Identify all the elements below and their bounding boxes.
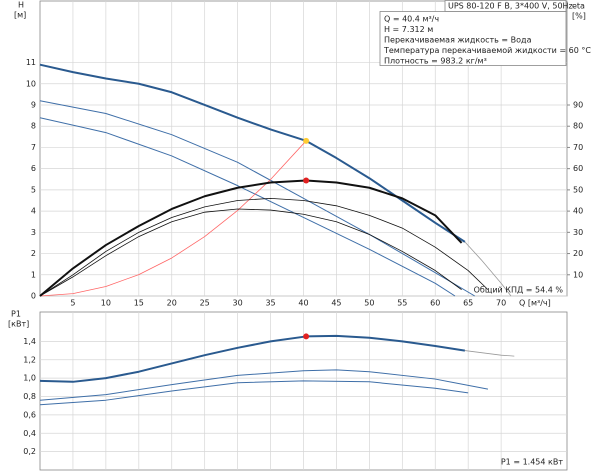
y-tick-label: 9 [31, 100, 36, 109]
annotation: Общий КПД = 54.4 % [474, 286, 564, 295]
info-line: Перекачиваемая жидкость = Вода [384, 36, 532, 45]
info-line: Q = 40.4 м³/ч [384, 15, 439, 24]
y2-tick-label: 70 [573, 143, 583, 152]
x-tick-label: 20 [167, 299, 177, 308]
x-tick-label: 70 [496, 299, 506, 308]
y2-tick-label: 40 [573, 207, 583, 216]
y-unit: [м] [14, 11, 26, 20]
y-unit: [кВт] [8, 320, 29, 329]
x-tick-label: 25 [200, 299, 210, 308]
y-tick-label: 1,2 [23, 355, 36, 364]
y-tick-label: 0,6 [23, 410, 36, 419]
y-tick-label: 1,4 [23, 337, 36, 346]
y2-unit: [%] [572, 12, 586, 21]
curve [39, 380, 469, 406]
x-tick-label: 10 [101, 299, 111, 308]
y-tick-label: 10 [26, 79, 36, 88]
y-tick-label: 2 [31, 249, 36, 258]
y-tick-label: 11 [26, 58, 36, 67]
curve [39, 179, 463, 297]
x-tick-label: 55 [397, 299, 407, 308]
curve [39, 208, 462, 297]
info-line: H = 7.312 м [384, 25, 433, 34]
curve [39, 369, 489, 401]
y2-tick-label: 20 [573, 249, 583, 258]
operating-point [303, 137, 310, 144]
x-tick-label: 60 [430, 299, 440, 308]
x-tick-label: 35 [265, 299, 275, 308]
y-tick-label: 0,8 [23, 392, 36, 401]
curve [39, 197, 489, 297]
annotation: P1 = 1.454 кВт [501, 458, 563, 467]
y-tick-label: 1,0 [23, 374, 36, 383]
curve [39, 117, 456, 297]
y-tick-label: 0,4 [23, 429, 36, 438]
y2-tick-label: 10 [573, 270, 583, 279]
y2-tick-label: 60 [573, 164, 583, 173]
curve [39, 334, 466, 383]
x-tick-label: 15 [134, 299, 144, 308]
curve [39, 100, 476, 297]
x-tick-label: 40 [298, 299, 308, 308]
chart-title: UPS 80-120 F B, 3*400 V, 50Hz [448, 2, 573, 11]
y-tick-label: 7 [31, 143, 36, 152]
curve [39, 140, 307, 297]
y2-tick-label: 30 [573, 228, 583, 237]
info-box [379, 11, 567, 66]
y2-tick-label: 90 [573, 100, 583, 109]
y-tick-label: 5 [31, 185, 36, 194]
x-tick-label: 50 [364, 299, 374, 308]
y-label: P1 [11, 310, 21, 319]
y-tick-label: 0 [31, 292, 36, 301]
y2-tick-label: 80 [573, 122, 583, 131]
y-tick-label: 0,2 [23, 447, 36, 456]
y-tick-label: 4 [31, 207, 36, 216]
y2-label: eta [572, 2, 585, 11]
x-label: Q [м³/ч] [519, 299, 551, 308]
x-tick-label: 5 [70, 299, 75, 308]
info-line: Плотность = 983.2 кг/м³ [384, 57, 487, 66]
curve [464, 241, 512, 297]
y-tick-label: 8 [31, 122, 36, 131]
y-tick-label: 6 [31, 164, 36, 173]
y-tick-label: 3 [31, 228, 36, 237]
y-label: H [18, 1, 24, 10]
operating-point [303, 177, 310, 184]
y-tick-label: 1 [31, 270, 36, 279]
operating-point [303, 333, 310, 340]
info-line: Температура перекачиваемой жидкости = 60… [383, 46, 591, 55]
y2-tick-label: 50 [573, 185, 583, 194]
x-tick-label: 45 [331, 299, 341, 308]
x-tick-label: 30 [233, 299, 243, 308]
curve [39, 63, 466, 243]
x-tick-label: 65 [463, 299, 473, 308]
curve [464, 350, 515, 357]
